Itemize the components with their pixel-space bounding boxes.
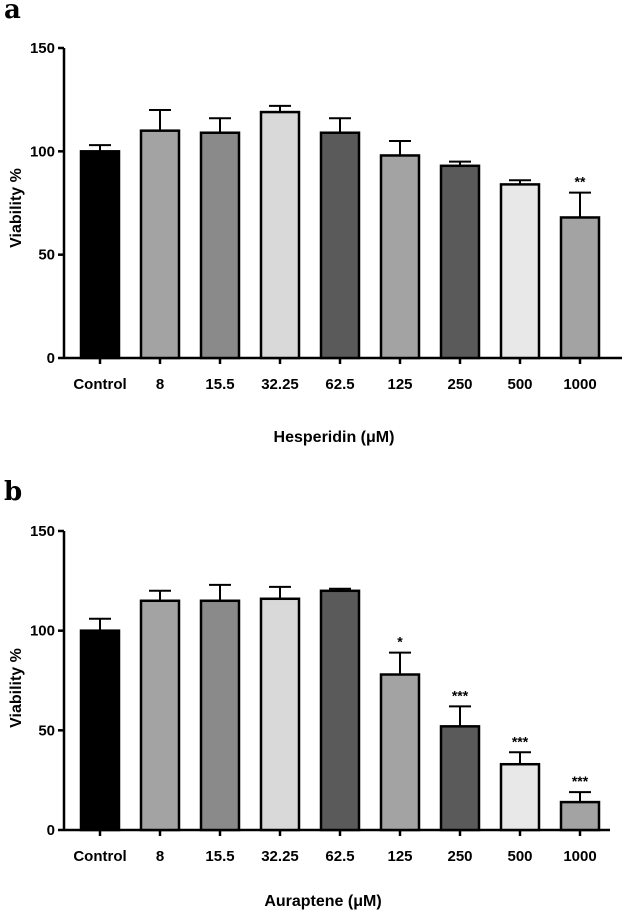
panel-b-bar <box>79 629 121 832</box>
panel-b-significance-label: *** <box>512 733 529 749</box>
panel-a-bar <box>79 150 121 360</box>
panel-b-category-label: 500 <box>507 848 532 865</box>
panel-a-category-label: 500 <box>507 376 532 393</box>
panel-b-significance-label: *** <box>572 773 589 789</box>
panel-b-bar <box>499 762 541 832</box>
panel-a-bar <box>559 216 601 360</box>
panel-a-bar <box>379 154 421 360</box>
panel-b-category-label: 8 <box>156 848 164 865</box>
panel-a-y-axis-title: Viability % <box>8 168 25 248</box>
panel-a-bar <box>259 110 301 360</box>
panel-a-y-tick-label: 50 <box>38 247 55 264</box>
panel-b-category-label: 250 <box>447 848 472 865</box>
panel-a-y-tick-label: 0 <box>47 350 55 367</box>
panel-a-y-tick-label: 100 <box>30 143 55 160</box>
panel-a-plot: 0 50 100 150 Control 8 15.5 32.25 62.5 125 250 500 *… <box>30 40 622 393</box>
panel-a-category-label: 8 <box>156 376 164 393</box>
panel-a-category-label: 1000 <box>563 376 596 393</box>
panel-b-x-axis-title: Auraptene (μM) <box>264 893 381 910</box>
panel-b-category-label: 32.25 <box>261 848 299 865</box>
panel-a-category-label: Control <box>73 376 126 393</box>
panel-a-y-tick-label: 150 <box>30 40 55 57</box>
panel-a-category-label: 15.5 <box>205 376 234 393</box>
panel-a-category-label: 62.5 <box>325 376 354 393</box>
panel-a-letter: a <box>4 0 21 25</box>
panel-a-bar <box>139 129 181 360</box>
panel-b-y-tick-label: 100 <box>30 623 55 640</box>
panel-b-bar <box>319 589 361 832</box>
panel-b-letter: b <box>4 477 22 507</box>
panel-b-bar <box>139 599 181 832</box>
panel-b-y-tick-label: 50 <box>38 722 55 739</box>
panel-b-bar <box>559 800 601 832</box>
panel-a-bar <box>319 131 361 360</box>
panel-a-significance-label: ** <box>575 174 586 190</box>
panel-a-x-axis-title: Hesperidin (μM) <box>274 429 395 446</box>
panel-b-category-label: 62.5 <box>325 848 354 865</box>
panel-b-bar <box>379 673 421 832</box>
panel-b-bar <box>439 725 481 832</box>
panel-b-y-tick-label: 0 <box>47 822 55 839</box>
panel-b-significance-label: *** <box>452 687 469 703</box>
panel-b-plot: 0 50 100 150 Control 8 15.5 32.25 62.5 * 125 *** 250… <box>30 523 610 865</box>
panel-a-category-label: 32.25 <box>261 376 299 393</box>
panel-b-category-label: Control <box>73 848 126 865</box>
panel-a-bar <box>499 183 541 360</box>
panel-b-significance-label: * <box>397 634 403 650</box>
panel-b-category-label: 15.5 <box>205 848 234 865</box>
panel-b-y-axis-title: Viability % <box>8 648 25 728</box>
panel-b-category-label: 125 <box>387 848 412 865</box>
panel-a-category-label: 250 <box>447 376 472 393</box>
panel-b-bar <box>259 597 301 832</box>
panel-a-bar <box>439 164 481 360</box>
panel-b-category-label: 1000 <box>563 848 596 865</box>
panel-a-category-label: 125 <box>387 376 412 393</box>
panel-b-bar <box>199 599 241 832</box>
panel-b-y-tick-label: 150 <box>30 523 55 540</box>
panel-a-bar <box>199 131 241 360</box>
